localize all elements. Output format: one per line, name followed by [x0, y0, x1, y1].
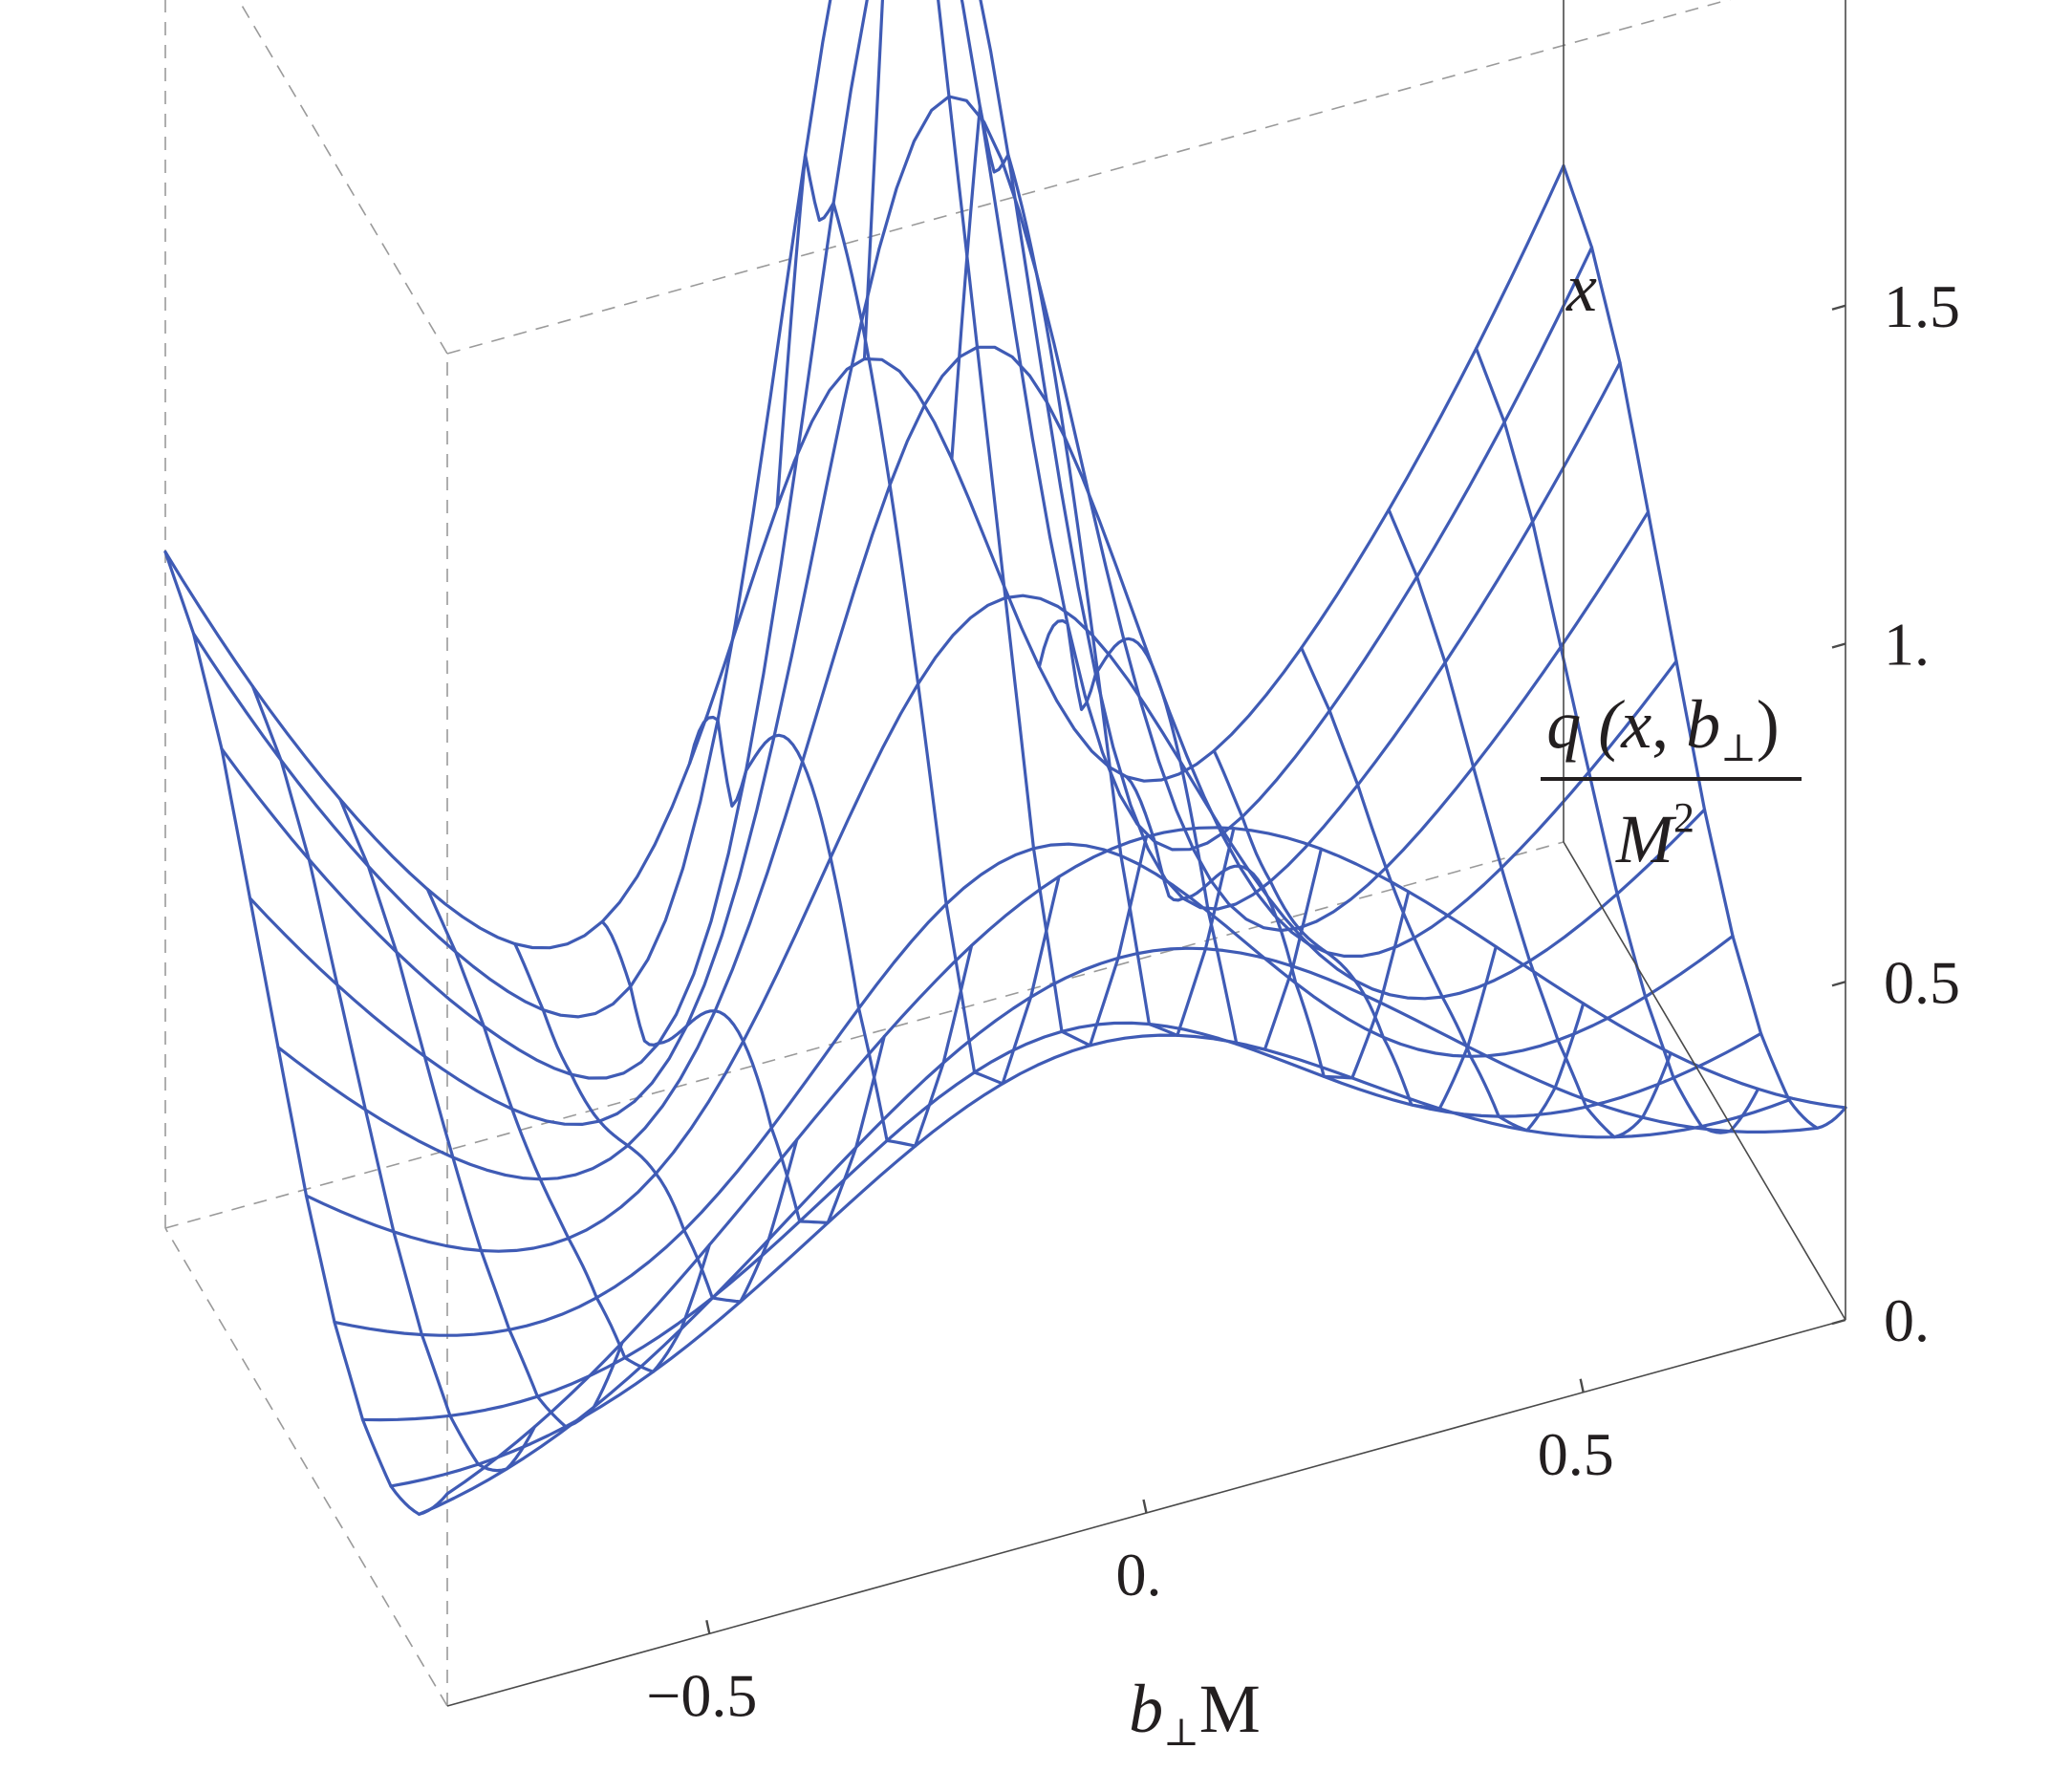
mesh-line-const-b — [338, 797, 624, 1429]
mesh-line-const-b — [600, 919, 886, 1224]
mesh-line-const-b — [688, 715, 974, 1148]
b-tick-mark — [1142, 1499, 1148, 1514]
z-tick-mark — [1831, 642, 1846, 649]
b-axis-label-sub: ⊥ — [1163, 1711, 1199, 1754]
mesh-line-const-b — [163, 550, 449, 1516]
z-tick-label: 0. — [1884, 1286, 1930, 1354]
b-tick-mark — [705, 1619, 711, 1634]
z-axis-label-denominator: M2 — [1615, 794, 1694, 877]
b-tick-label: 0. — [1116, 1541, 1162, 1609]
mesh-line-const-b — [1387, 508, 1673, 1139]
z-tick-label: 0.5 — [1884, 948, 1960, 1016]
b-tick-label: 0.5 — [1538, 1420, 1614, 1488]
mesh-line-const-b — [1212, 749, 1498, 1111]
mesh-line-const-b — [1562, 163, 1847, 1130]
b-tick-label: −0.5 — [646, 1661, 757, 1729]
x-axis-label: x — [1565, 249, 1597, 326]
mesh-line-const-b — [862, 0, 1149, 1047]
mesh-line-const-x — [304, 594, 1707, 1253]
z-tick-label: 1. — [1884, 611, 1930, 679]
mesh-line-const-x — [191, 0, 1594, 1019]
box-edge — [1563, 841, 1846, 1321]
b-tick-mark — [1579, 1378, 1585, 1393]
z-label-b: b — [1686, 686, 1720, 763]
z-tick-mark — [1831, 1318, 1846, 1326]
mesh-line-const-b — [1300, 646, 1586, 1133]
mesh-line-const-b — [425, 887, 711, 1373]
z-tick-label: 1.5 — [1884, 272, 1960, 340]
b-axis-label: b⊥M — [1129, 1671, 1261, 1754]
mesh-line-const-b — [950, 105, 1236, 1037]
z-label-q: q ( — [1546, 686, 1625, 763]
mesh-line-const-b — [1475, 347, 1760, 1134]
mesh-line-const-x — [220, 0, 1622, 1080]
mesh-line-const-b — [1037, 618, 1323, 1051]
mesh-line-const-x — [333, 842, 1735, 1337]
z-label-sup: 2 — [1673, 794, 1694, 841]
mesh-line-const-x — [248, 95, 1651, 1126]
mesh-line-const-x — [445, 826, 1847, 1496]
mesh-line-const-b — [513, 942, 799, 1304]
b-axis-label-suffix: M — [1199, 1671, 1261, 1747]
z-axis-label-numerator: q (x, b⊥) — [1546, 686, 1780, 769]
mesh-line-const-b — [1125, 775, 1411, 1080]
surface-mesh — [163, 0, 1847, 1516]
b-axis-label-main: b — [1129, 1671, 1163, 1747]
z-tick-label: 2. — [1884, 0, 1930, 2]
z-label-close: ) — [1757, 686, 1780, 763]
mesh-line-const-b — [250, 684, 536, 1473]
z-tick-mark — [1831, 304, 1846, 311]
z-label-sub: ⊥ — [1720, 726, 1757, 769]
z-label-x: x — [1620, 686, 1651, 763]
box-hidden-edge — [164, 841, 1565, 1229]
box-hidden-edge — [237, 0, 448, 355]
mesh-line-const-x — [360, 1021, 1763, 1422]
mesh-line-const-b — [775, 153, 1061, 1086]
z-label-comma: , — [1651, 686, 1686, 763]
mesh-line-const-x — [276, 345, 1678, 1181]
axis-ticks: −0.50.0.50.0.51.1.52.0.0.51 — [646, 0, 1960, 1729]
z-label-m: M — [1615, 801, 1677, 877]
box-hidden-edge — [446, 0, 1731, 355]
z-tick-mark — [1831, 981, 1846, 987]
mesh-line-const-x — [389, 1033, 1791, 1488]
box-hidden-edge — [164, 1227, 448, 1707]
